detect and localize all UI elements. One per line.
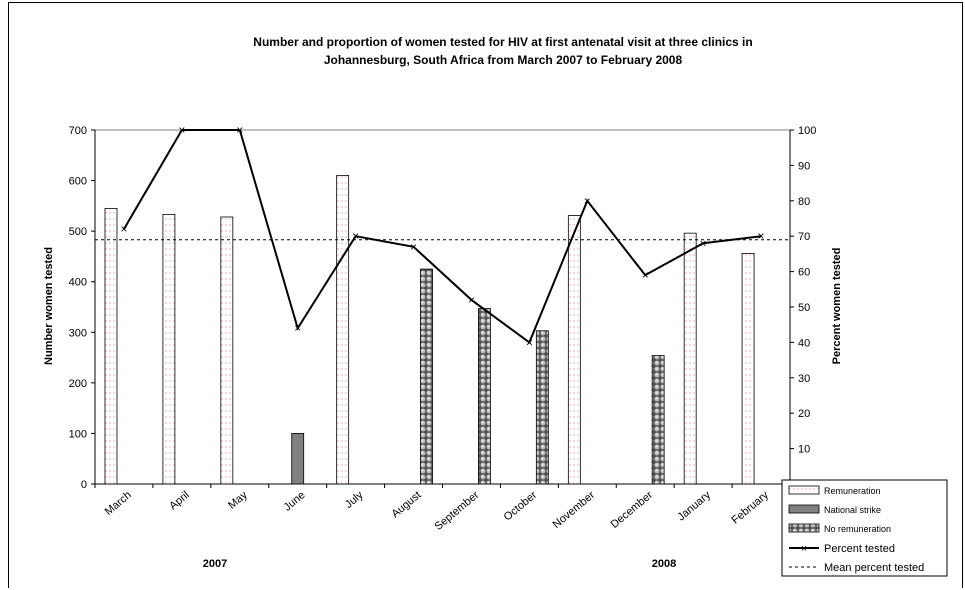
bar-october: [535, 330, 549, 485]
percent-tested-point: ×: [468, 293, 475, 307]
legend-swatch-no-remuneration: [788, 523, 820, 533]
percent-tested-point: ×: [410, 240, 417, 254]
bar-june: [291, 433, 305, 485]
chart-title-line1: Number and proportion of women tested fo…: [253, 35, 752, 49]
percent-tested-point: ×: [584, 194, 591, 208]
y2-tick-label: 50: [798, 302, 810, 314]
y-tick-label: 700: [69, 125, 87, 137]
percent-tested-point: ×: [178, 123, 185, 137]
bar-september: [478, 308, 491, 485]
bar-march: [104, 207, 118, 485]
chart-title-line2: Johannesburg, South Africa from March 20…: [324, 53, 683, 67]
y-tick-label: 600: [69, 176, 87, 188]
y-tick-label: 400: [69, 277, 87, 289]
x-tick-label: April: [167, 489, 192, 512]
y-tick-label: 500: [69, 226, 87, 238]
y2-axis-label: Percent women tested: [831, 248, 843, 365]
bar-february: [741, 252, 755, 485]
chart-frame: [8, 2, 963, 588]
percent-tested-point: ×: [700, 236, 707, 250]
bar-april: [162, 214, 176, 485]
y2-tick-label: 40: [798, 337, 810, 349]
y2-tick-label: 20: [798, 408, 810, 420]
x-tick-label: March: [103, 489, 134, 518]
x-tick-label: December: [609, 489, 656, 531]
percent-tested-point: ×: [120, 222, 127, 236]
x-tick-label: June: [282, 489, 308, 514]
percent-tested-point: ×: [236, 123, 243, 137]
bar-august: [420, 268, 433, 485]
y2-tick-label: 80: [798, 196, 810, 208]
x-tick-label: July: [343, 489, 366, 511]
legend-marker-percent-tested: ×: [801, 543, 807, 555]
legend-label-mean-percent: Mean percent tested: [824, 562, 924, 574]
y-tick-label: 300: [69, 327, 87, 339]
y-tick-label: 200: [69, 378, 87, 390]
y2-tick-label: 100: [798, 125, 816, 137]
percent-tested-point: ×: [526, 335, 533, 349]
legend-label-national-strike: National strike: [824, 505, 881, 515]
x-tick-label: January: [675, 489, 713, 524]
percent-tested-point: ×: [758, 229, 765, 243]
y2-tick-label: 60: [798, 267, 810, 279]
y2-tick-label: 10: [798, 444, 810, 456]
x-tick-label: February: [730, 489, 772, 527]
y-tick-label: 100: [69, 428, 87, 440]
legend-swatch-national-strike: [788, 504, 820, 514]
y2-tick-label: 90: [798, 160, 810, 172]
legend: Remuneration National strike No remunera…: [781, 479, 948, 577]
y-axis-label: Number women tested: [43, 247, 55, 365]
year-label-2007: 2007: [203, 558, 227, 570]
percent-tested-line: [123, 129, 762, 344]
y2-tick-label: 70: [798, 231, 810, 243]
bar-january: [683, 232, 697, 485]
year-label-2008: 2008: [652, 558, 676, 570]
bar-july: [336, 175, 350, 485]
y2-tick-label: 30: [798, 373, 810, 385]
bar-november: [567, 215, 581, 485]
legend-swatch-remuneration: [788, 485, 820, 495]
plot-area: 0100200300400500600700010203040506070809…: [69, 123, 817, 533]
percent-tested-point: ×: [352, 229, 359, 243]
x-tick-label: August: [390, 489, 424, 520]
x-tick-label: September: [432, 489, 481, 533]
x-tick-label: October: [502, 489, 540, 524]
legend-label-percent-tested: Percent tested: [824, 543, 895, 555]
percent-tested-point: ×: [294, 321, 301, 335]
bar-may: [220, 216, 234, 485]
x-tick-label: November: [551, 489, 598, 531]
y-tick-label: 0: [81, 479, 87, 491]
percent-tested-point: ×: [642, 268, 649, 282]
legend-label-remuneration: Remuneration: [824, 486, 881, 496]
x-tick-label: May: [226, 489, 250, 512]
legend-label-no-remuneration: No remuneration: [824, 524, 891, 534]
bar-december: [651, 355, 665, 485]
